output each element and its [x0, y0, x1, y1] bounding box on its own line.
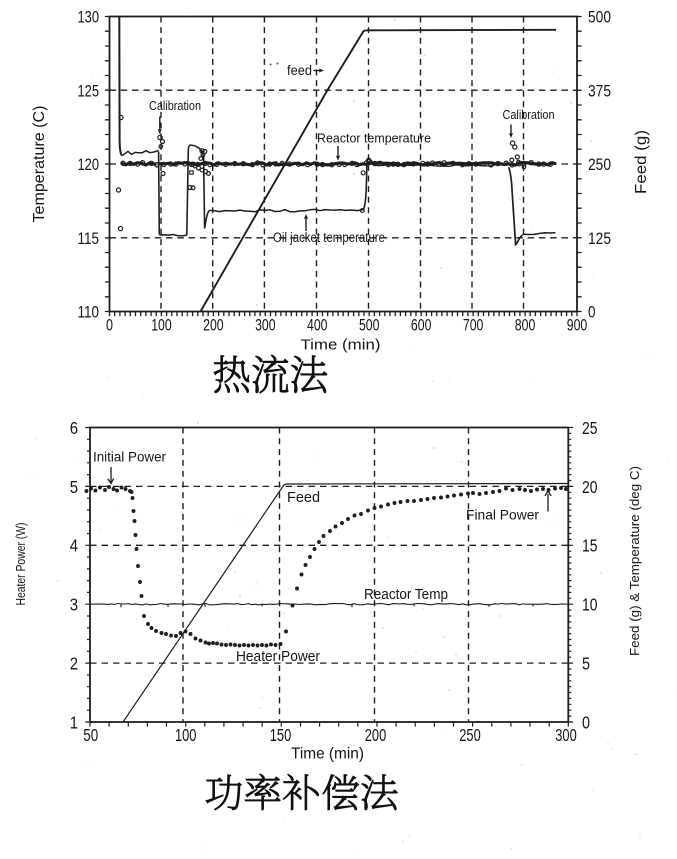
svg-text:250: 250 [588, 155, 611, 174]
svg-text:Temperature (C): Temperature (C) [31, 106, 48, 223]
svg-text:Calibration: Calibration [503, 107, 555, 122]
svg-text:115: 115 [78, 229, 100, 248]
svg-text:700: 700 [463, 316, 484, 335]
svg-text:1: 1 [70, 712, 78, 732]
svg-text:Initial Power: Initial Power [93, 449, 166, 465]
svg-text:300: 300 [555, 725, 577, 745]
svg-text:2: 2 [70, 654, 78, 674]
svg-text:600: 600 [411, 316, 432, 335]
svg-text:Time (min): Time (min) [291, 746, 364, 763]
svg-text:400: 400 [307, 316, 328, 335]
svg-text:Feed (g): Feed (g) [633, 130, 650, 194]
svg-text:250: 250 [459, 725, 481, 745]
svg-text:6: 6 [70, 418, 78, 438]
svg-text:125: 125 [78, 81, 100, 100]
svg-text:300: 300 [255, 316, 276, 335]
svg-text:100: 100 [175, 725, 197, 745]
svg-text:130: 130 [78, 8, 100, 27]
svg-text:5: 5 [70, 477, 78, 497]
svg-text:Reactor temperature: Reactor temperature [317, 131, 431, 146]
svg-text:100: 100 [151, 316, 172, 335]
svg-text:150: 150 [270, 725, 292, 745]
svg-text:900: 900 [567, 316, 588, 335]
svg-text:10: 10 [582, 595, 598, 615]
svg-text:Final Power: Final Power [466, 507, 539, 523]
svg-text:5: 5 [582, 654, 590, 674]
svg-text:feed: feed [287, 63, 312, 78]
svg-text:15: 15 [582, 536, 598, 556]
svg-text:125: 125 [588, 229, 611, 248]
svg-text:Feed: Feed [287, 490, 320, 506]
svg-text:Calibration: Calibration [149, 98, 201, 113]
svg-text:0: 0 [106, 316, 113, 335]
svg-text:Feed (g) & Temperature (deg C): Feed (g) & Temperature (deg C) [627, 466, 642, 656]
svg-text:375: 375 [588, 81, 611, 100]
svg-text:Oil jacket temperature: Oil jacket temperature [273, 230, 385, 245]
svg-text:500: 500 [588, 8, 611, 27]
svg-text:4: 4 [70, 536, 79, 556]
svg-text:Heater Power (W): Heater Power (W) [14, 523, 28, 606]
svg-text:Heater Power: Heater Power [236, 649, 320, 665]
svg-text:Time (min): Time (min) [301, 337, 381, 354]
svg-text:20: 20 [582, 477, 598, 497]
svg-text:120: 120 [78, 155, 100, 174]
svg-text:50: 50 [83, 725, 98, 745]
svg-text:0: 0 [588, 303, 596, 322]
svg-text:800: 800 [515, 316, 536, 335]
svg-text:500: 500 [359, 316, 380, 335]
svg-text:110: 110 [78, 303, 100, 322]
svg-text:3: 3 [70, 595, 78, 615]
svg-text:Reactor Temp: Reactor Temp [364, 587, 448, 603]
svg-text:0: 0 [582, 712, 590, 732]
svg-text:200: 200 [203, 316, 224, 335]
svg-text:25: 25 [582, 418, 598, 438]
svg-text:200: 200 [365, 725, 387, 745]
